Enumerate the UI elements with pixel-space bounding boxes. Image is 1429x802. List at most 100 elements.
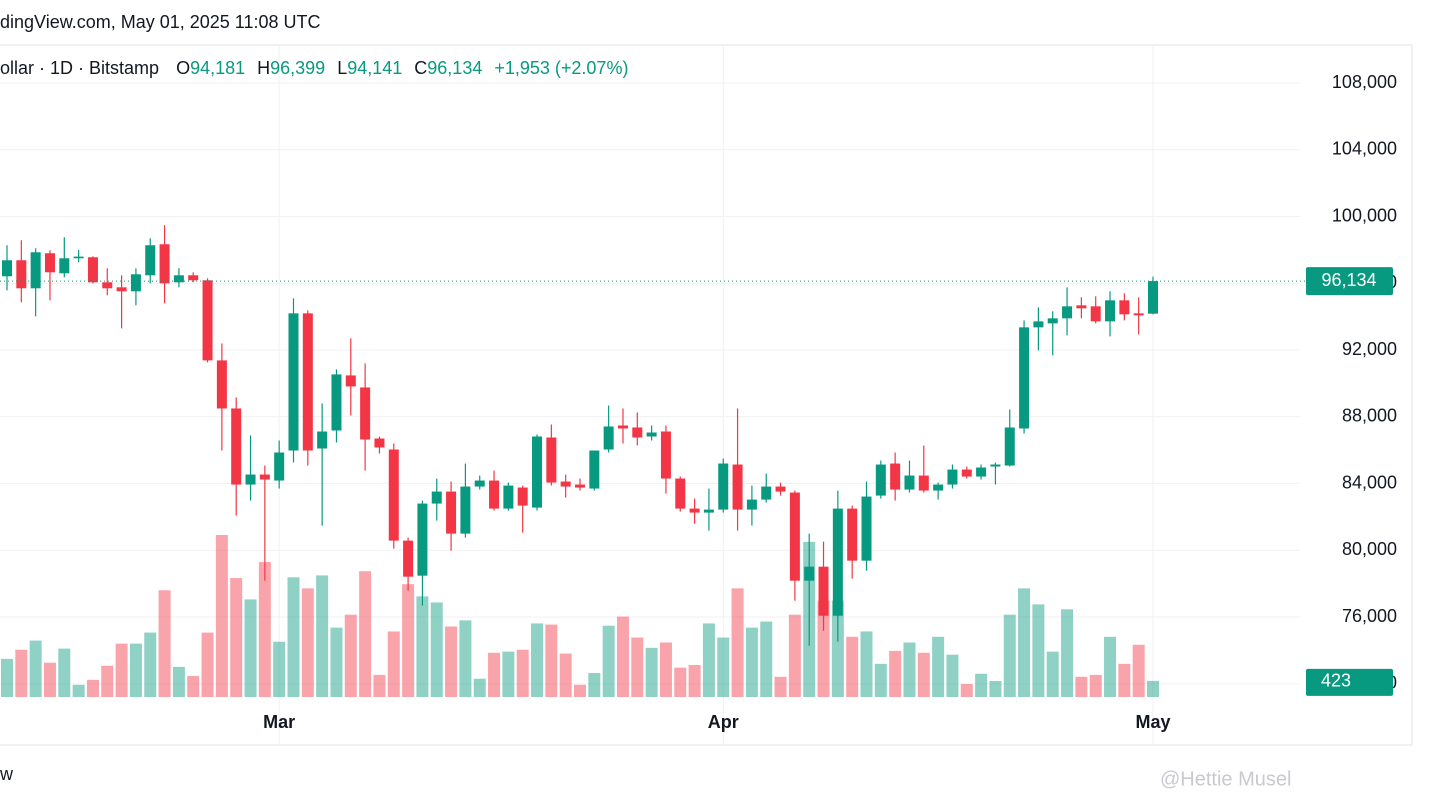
volume-bar (1061, 609, 1074, 697)
candle-body (231, 408, 242, 485)
volume-bar (215, 535, 228, 697)
x-tick-label: Mar (263, 712, 295, 732)
volume-bar (659, 642, 672, 697)
candle-body (746, 499, 757, 510)
volume-bar (115, 643, 128, 697)
volume-bar (874, 663, 887, 697)
ohlc-label: L (337, 58, 348, 78)
candle-body (259, 474, 270, 480)
volume-bar (158, 590, 171, 697)
volume-bar (932, 636, 945, 697)
candle-body (446, 491, 457, 534)
volume-bar (459, 620, 472, 697)
volume-bar (674, 667, 687, 697)
volume-bar (129, 643, 142, 697)
x-tick-label: Apr (708, 712, 739, 732)
volume-bar (445, 626, 458, 697)
candle-body (159, 244, 170, 284)
volume-bar (387, 631, 400, 697)
candle-body (360, 387, 371, 440)
volume-bar (975, 673, 988, 697)
volume-bar (946, 654, 959, 697)
y-tick-label: 92,000 (1342, 339, 1397, 359)
candle-body (474, 480, 485, 487)
volume-bar (545, 624, 558, 697)
volume-bar (43, 662, 56, 697)
candle-body (904, 475, 915, 490)
volume-bar (1147, 680, 1159, 697)
volume-bar (516, 649, 529, 697)
candle-body (345, 375, 356, 387)
candle-body (44, 253, 55, 273)
candle-body (173, 275, 184, 283)
candle-body (30, 252, 41, 289)
volume-tag (1306, 668, 1393, 696)
ohlc-value: 96,399 (270, 58, 326, 78)
candle-body (660, 431, 671, 479)
volume-bar (144, 632, 157, 697)
candle-body (976, 467, 987, 477)
volume-bar (1046, 651, 1059, 697)
volume-bar (989, 680, 1002, 697)
ohlc-label: H (257, 58, 271, 78)
candle-body (675, 478, 686, 509)
volume-bar (889, 650, 902, 697)
candle-body (517, 487, 528, 506)
candle-body (431, 491, 442, 504)
candle-body (374, 438, 385, 448)
volume-bar (316, 575, 329, 697)
candle-body (1004, 427, 1015, 466)
volume-bar (1075, 676, 1088, 697)
volume-bar (244, 599, 257, 697)
volume-bar (187, 676, 200, 697)
volume-bar (616, 616, 629, 697)
candle-body (732, 464, 743, 510)
candle-body (617, 425, 628, 429)
candle-body (145, 245, 156, 276)
candle-body (388, 449, 399, 541)
candle-body (87, 257, 98, 283)
volume-bar (1003, 614, 1016, 697)
candle-body (890, 463, 901, 490)
candle-body (589, 450, 600, 489)
candle-body (703, 509, 714, 513)
candle-body (73, 256, 84, 259)
y-tick-label: 108,000 (1332, 72, 1397, 92)
candle-body (202, 280, 213, 361)
symbol: ollar · 1D · Bitstamp (0, 58, 160, 78)
candle-body (1119, 300, 1130, 315)
volume-bar (1, 658, 13, 697)
volume-bar (344, 614, 357, 697)
volume-bar (1018, 588, 1031, 697)
candle-body (317, 431, 328, 449)
ohlc-value: 94,181 (190, 58, 246, 78)
candle-body (961, 469, 972, 477)
volume-bar (917, 652, 930, 697)
candle-body (1148, 281, 1158, 314)
candle-body (818, 566, 829, 616)
volume-bar (1089, 674, 1102, 697)
candle-body (933, 484, 944, 491)
candle-body (990, 464, 1001, 467)
candle-body (875, 464, 886, 496)
chart-frame (0, 44, 1413, 746)
legend: ollar · 1D · Bitstamp O94,181 H96,399 L94,… (0, 58, 628, 79)
candle-body (718, 463, 729, 510)
candle-body (560, 481, 571, 487)
volume-bar (1118, 663, 1131, 697)
y-tick-label: 88,000 (1342, 406, 1397, 426)
candle-body (646, 432, 657, 437)
candle-body (603, 426, 614, 450)
volume-bar (631, 637, 644, 697)
volume-bar (58, 648, 71, 697)
volume-bar (702, 623, 715, 697)
candle-body (947, 469, 958, 485)
change: +1,953 (+2.07%) (494, 58, 629, 78)
volume-bar (473, 678, 486, 697)
volume-bar (301, 588, 314, 697)
candle-body (632, 427, 643, 438)
volume-bar (287, 577, 300, 697)
candle-body (1062, 306, 1073, 319)
volume-bar (731, 588, 744, 697)
